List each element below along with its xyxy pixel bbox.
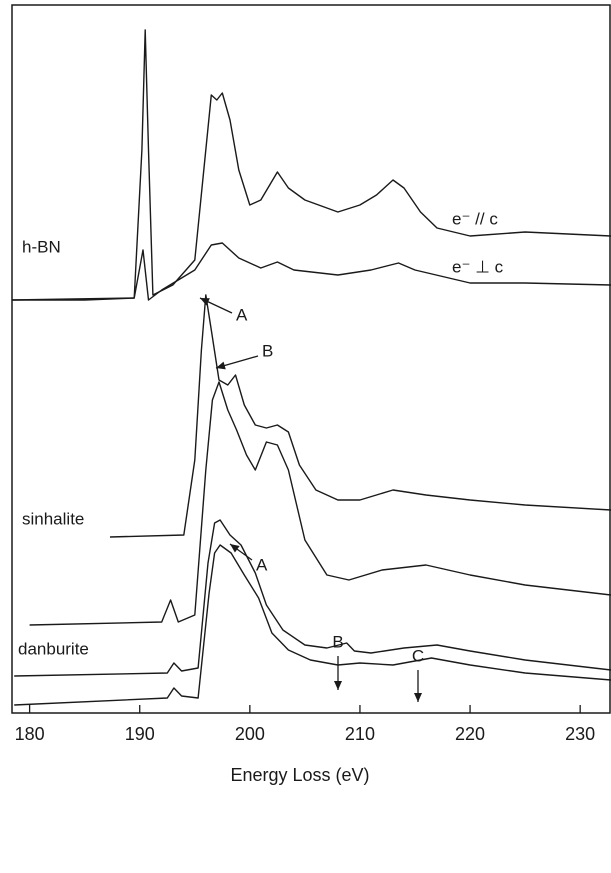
spectrum-line: [29, 381, 611, 626]
x-axis-label: Energy Loss (eV): [230, 765, 369, 785]
spectrum-line: [12, 242, 611, 301]
x-tick-label: 190: [125, 724, 155, 744]
annotation: e⁻ ⊥ c: [452, 257, 504, 276]
annotation: C: [412, 646, 424, 665]
arrow-head: [200, 298, 210, 306]
x-tick-label: 210: [345, 724, 375, 744]
annotation: A: [236, 305, 248, 324]
arrow-head: [230, 544, 240, 553]
x-tick-label: 200: [235, 724, 265, 744]
annotation: A: [256, 555, 268, 574]
annotation: B: [262, 341, 273, 360]
spectrum-line: [109, 294, 611, 538]
arrow-head: [216, 361, 226, 370]
arrow-head: [414, 693, 422, 702]
annotation: h-BN: [22, 237, 61, 256]
spectrum-line: [12, 29, 611, 301]
annotation: B: [332, 632, 343, 651]
annotation: e⁻ // c: [452, 209, 498, 228]
curves: [12, 29, 611, 706]
annotation: sinhalite: [22, 509, 84, 528]
plot-frame: [11, 4, 611, 714]
x-tick-label: 230: [565, 724, 595, 744]
spectrum-line: [14, 519, 611, 677]
x-tick-label: 180: [15, 724, 45, 744]
x-tick-label: 220: [455, 724, 485, 744]
arrow-head: [334, 681, 342, 690]
annotation: danburite: [18, 639, 89, 658]
spectrum-line: [14, 544, 611, 706]
